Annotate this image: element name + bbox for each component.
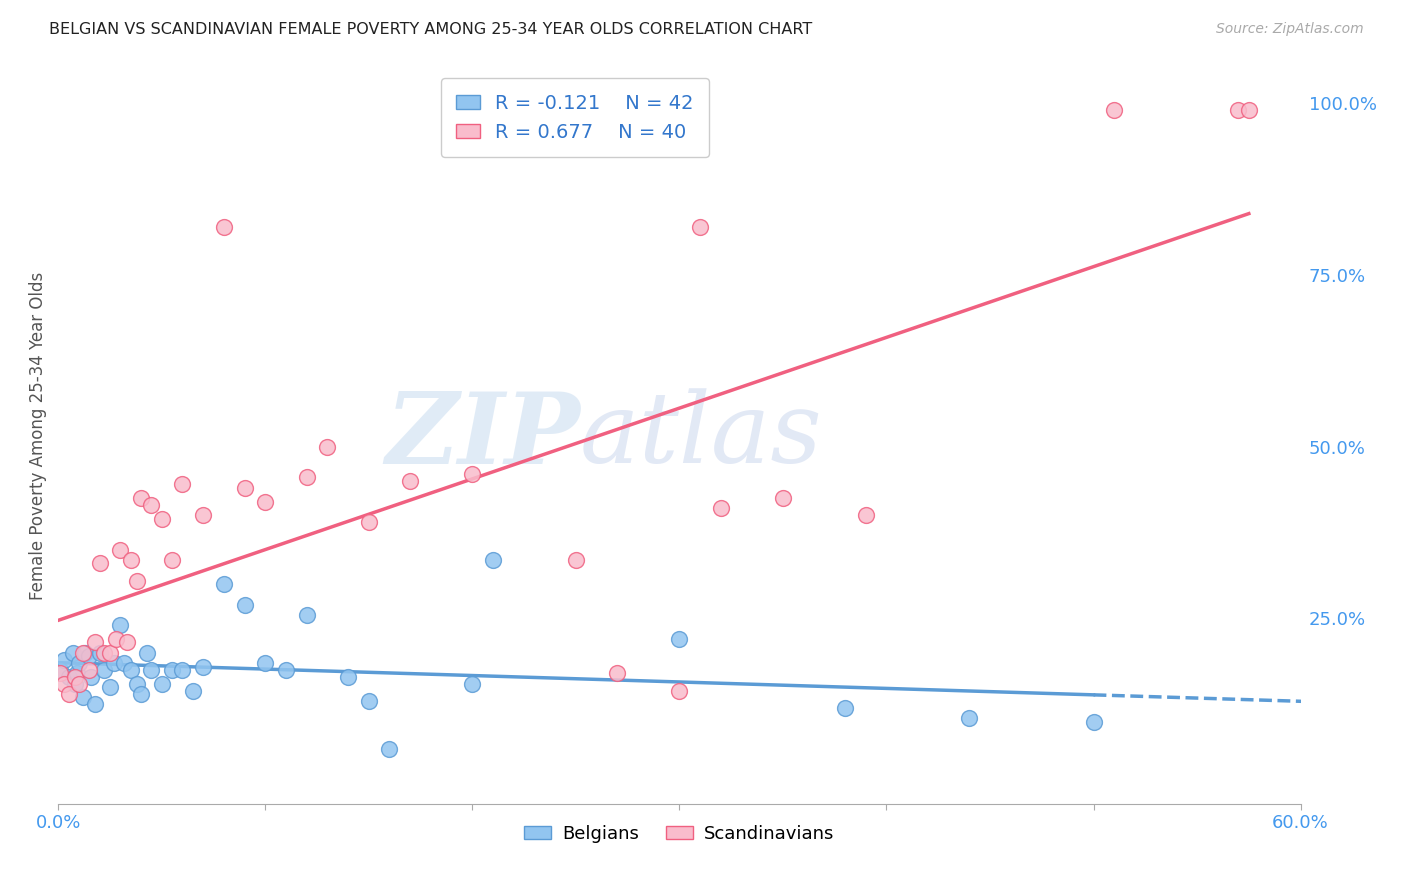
Point (49, 666, 72, 681)
Point (110, 542, 132, 557)
Point (67, 676, 90, 690)
Point (115, 635, 138, 649)
Y-axis label: Female Poverty Among 25-34 Year Olds: Female Poverty Among 25-34 Year Olds (30, 272, 46, 600)
Point (80, 670, 103, 684)
Point (834, 700, 856, 714)
Point (233, 598, 256, 612)
Point (1083, 714, 1105, 729)
Point (98, 680, 121, 694)
Point (93, 663, 115, 677)
Point (49, 663, 72, 677)
Text: ZIP: ZIP (385, 388, 581, 484)
Point (84, 635, 107, 649)
Point (606, 666, 628, 681)
Point (62, 646, 84, 660)
Point (77, 649, 100, 664)
Point (110, 618, 132, 632)
Point (1237, 103, 1260, 117)
Point (191, 508, 214, 523)
Point (689, 219, 711, 234)
Point (316, 440, 339, 454)
Point (72, 646, 94, 660)
Point (254, 494, 277, 508)
Point (461, 676, 484, 690)
Point (141, 663, 163, 677)
Point (212, 219, 235, 234)
Point (89, 557, 111, 571)
Point (160, 553, 183, 567)
Point (53, 676, 76, 690)
Point (191, 659, 214, 673)
Text: Source: ZipAtlas.com: Source: ZipAtlas.com (1216, 22, 1364, 37)
Point (357, 515, 380, 529)
Point (53, 653, 76, 667)
Point (63, 676, 86, 690)
Point (150, 676, 173, 690)
Point (957, 711, 980, 725)
Point (337, 670, 360, 684)
Point (668, 632, 690, 646)
Point (1227, 103, 1250, 117)
Legend: R = -0.121    N = 42, R = 0.677    N = 40: R = -0.121 N = 42, R = 0.677 N = 40 (440, 78, 709, 157)
Point (233, 481, 256, 495)
Point (93, 646, 115, 660)
Point (72, 690, 94, 705)
Point (668, 683, 690, 698)
Text: BELGIAN VS SCANDINAVIAN FEMALE POVERTY AMONG 25-34 YEAR OLDS CORRELATION CHART: BELGIAN VS SCANDINAVIAN FEMALE POVERTY A… (49, 22, 813, 37)
Point (357, 694, 380, 708)
Point (84, 698, 107, 712)
Point (63, 670, 86, 684)
Point (120, 553, 142, 567)
Point (295, 470, 318, 484)
Point (295, 607, 318, 622)
Point (77, 663, 100, 677)
Point (89, 646, 111, 660)
Point (172, 663, 194, 677)
Point (772, 491, 794, 505)
Point (66, 666, 89, 681)
Point (103, 656, 125, 670)
Point (172, 477, 194, 491)
Point (378, 742, 401, 756)
Text: atlas: atlas (581, 389, 823, 483)
Point (461, 467, 484, 481)
Point (129, 491, 152, 505)
Point (565, 553, 588, 567)
Point (399, 474, 422, 488)
Point (160, 663, 183, 677)
Point (125, 574, 148, 588)
Point (254, 656, 277, 670)
Point (58, 670, 80, 684)
Point (482, 553, 505, 567)
Point (75, 646, 97, 660)
Point (855, 508, 877, 523)
Point (710, 501, 733, 516)
Point (212, 577, 235, 591)
Point (150, 512, 173, 526)
Point (58, 687, 80, 701)
Point (181, 683, 204, 698)
Point (67, 656, 90, 670)
Point (98, 646, 121, 660)
Point (114, 656, 136, 670)
Point (105, 632, 128, 646)
Point (141, 498, 163, 512)
Point (1102, 103, 1125, 117)
Point (136, 646, 159, 660)
Point (120, 663, 142, 677)
Point (274, 663, 297, 677)
Point (125, 676, 148, 690)
Point (129, 687, 152, 701)
